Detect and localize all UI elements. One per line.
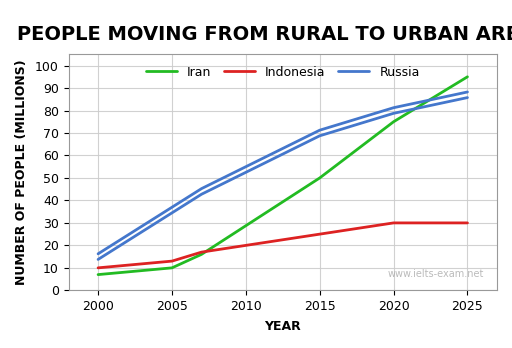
- Russia: [464, 95, 471, 100]
- Russia: [95, 257, 101, 261]
- Iran: [316, 176, 323, 180]
- Russia: [391, 111, 397, 116]
- Iran: [169, 266, 175, 270]
- Text: www.ielts-exam.net: www.ielts-exam.net: [388, 269, 484, 278]
- Line: Iran: Iran: [98, 77, 467, 275]
- Legend: Iran, Indonesia, Russia: Iran, Indonesia, Russia: [141, 61, 425, 84]
- Indonesia: [391, 221, 397, 225]
- Iran: [95, 272, 101, 277]
- Indonesia: [95, 266, 101, 270]
- Title: PEOPLE MOVING FROM RURAL TO URBAN AREAS: PEOPLE MOVING FROM RURAL TO URBAN AREAS: [17, 25, 512, 45]
- X-axis label: YEAR: YEAR: [264, 320, 301, 333]
- Line: Russia: Russia: [98, 97, 467, 259]
- Russia: [199, 192, 205, 196]
- Indonesia: [199, 250, 205, 254]
- Iran: [391, 120, 397, 124]
- Indonesia: [464, 221, 471, 225]
- Y-axis label: NUMBER OF PEOPLE (MILLIONS): NUMBER OF PEOPLE (MILLIONS): [15, 60, 28, 285]
- Indonesia: [169, 259, 175, 263]
- Line: Indonesia: Indonesia: [98, 223, 467, 268]
- Russia: [316, 134, 323, 138]
- Indonesia: [316, 232, 323, 236]
- Iran: [199, 252, 205, 256]
- Iran: [464, 75, 471, 79]
